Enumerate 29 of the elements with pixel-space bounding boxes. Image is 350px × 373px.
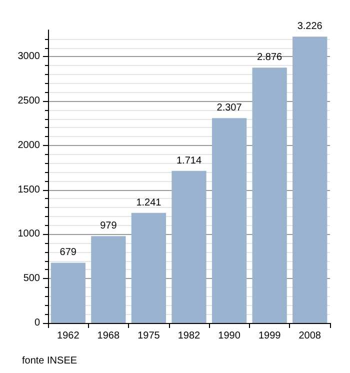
source-note: fonte INSEE <box>22 356 78 366</box>
y-tick-label: 0 <box>34 318 40 328</box>
x-tick-label: 1962 <box>57 330 80 342</box>
bar <box>172 170 206 323</box>
x-tick-label: 1990 <box>218 330 241 342</box>
bar <box>212 118 247 323</box>
bar <box>252 68 287 323</box>
y-tick-label: 500 <box>23 273 40 284</box>
data-label: 2.876 <box>257 52 283 64</box>
x-tick-label: 1968 <box>97 330 120 342</box>
data-label: 3.226 <box>297 21 323 32</box>
bar <box>292 36 328 323</box>
y-tick-label: 2000 <box>18 140 40 151</box>
data-label: 1.241 <box>136 197 162 208</box>
y-tick-label: 3000 <box>18 51 40 62</box>
bar <box>50 262 86 323</box>
bar <box>131 212 166 323</box>
data-label: 679 <box>60 247 77 258</box>
bar <box>91 236 126 323</box>
x-tick-label: 1982 <box>178 330 201 342</box>
x-tick-label: 1999 <box>258 330 282 342</box>
data-label: 979 <box>100 220 118 232</box>
y-tick-label: 2500 <box>18 96 40 107</box>
data-label: 2.307 <box>216 102 242 114</box>
y-tick-label: 1000 <box>18 228 40 240</box>
data-label: 1.714 <box>176 155 202 166</box>
y-tick-label: 1500 <box>18 184 40 196</box>
x-tick-label: 1975 <box>138 330 160 342</box>
x-tick-label: 2008 <box>298 330 322 342</box>
